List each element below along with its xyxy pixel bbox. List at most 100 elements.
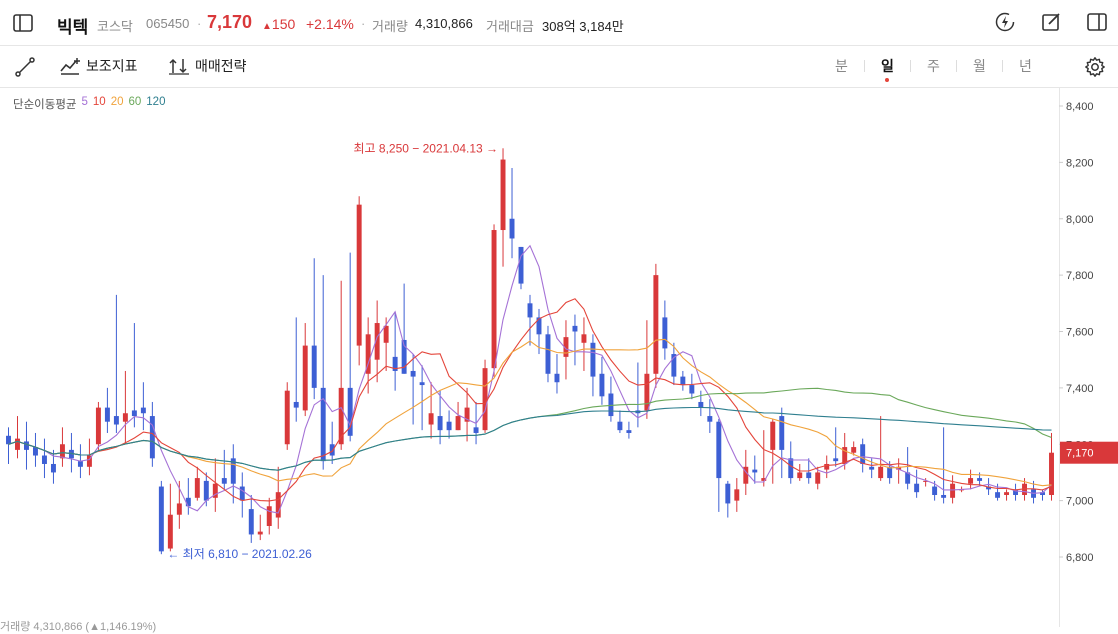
current-price-tag (1060, 441, 1118, 464)
strategy-button[interactable]: 매매전략 (168, 56, 247, 76)
candle-body (194, 478, 200, 498)
candle-body (833, 458, 839, 462)
candle-body (896, 466, 902, 470)
line-draw-icon[interactable] (14, 56, 36, 78)
candle-body (77, 461, 83, 467)
candle-body (50, 463, 56, 473)
tab-minute[interactable]: 분 (835, 58, 848, 74)
candle-body (815, 472, 821, 484)
candle-body (806, 472, 812, 479)
candle-body (311, 345, 317, 388)
ma-legend: 단순이동평균 5 10 20 60 120 (13, 96, 165, 112)
edit-icon[interactable] (1040, 11, 1062, 33)
y-tick-label: 8,400 (1066, 101, 1094, 113)
volume-pane-header: 거래량 4,310,866 (▲1,146.19%) (0, 621, 157, 633)
candle-body (392, 356, 398, 371)
candle-body (446, 421, 452, 431)
candle-body (1040, 492, 1045, 495)
tab-divider (910, 60, 911, 72)
candle-body (473, 427, 479, 433)
candle-body (6, 435, 11, 445)
indicator-chart-icon (60, 58, 80, 75)
volume-label: 거래량 (372, 19, 408, 34)
candle-body (851, 447, 857, 453)
candle-body (941, 494, 947, 498)
y-tick-label: 7,000 (1066, 496, 1094, 508)
y-tick-label: 6,800 (1066, 552, 1094, 564)
candle-body (509, 218, 515, 239)
ma-legend-title: 단순이동평균 (13, 99, 77, 111)
candle-body (527, 303, 533, 318)
candle-body (986, 486, 992, 490)
sidebar-icon[interactable] (12, 12, 34, 34)
y-tick-label: 7,400 (1066, 383, 1094, 395)
candle-body (302, 345, 308, 411)
candle-body (266, 506, 272, 526)
candle-body (797, 472, 803, 479)
strategy-label: 매매전략 (195, 58, 247, 74)
candle-body (320, 387, 326, 462)
candle-body (968, 478, 974, 484)
candle-body (104, 407, 110, 422)
candle-body (86, 455, 92, 467)
indicators-button[interactable]: 보조지표 (59, 56, 138, 76)
candle-body (239, 486, 245, 501)
tab-month[interactable]: 월 (973, 58, 986, 74)
candle-body (626, 430, 632, 433)
candle-body (914, 483, 920, 493)
candle-body (536, 317, 542, 335)
candle-body (698, 401, 704, 408)
separator-dot: · (197, 16, 202, 31)
tab-week[interactable]: 주 (927, 58, 940, 74)
candle-body (725, 483, 731, 504)
tab-year[interactable]: 년 (1019, 58, 1032, 74)
candle-body (878, 466, 884, 479)
candle-body (356, 204, 362, 346)
candle-body (545, 334, 551, 374)
market-label: 코스닥 (97, 19, 133, 34)
candle-body (140, 407, 146, 414)
candle-body (131, 410, 137, 417)
candle-body (1004, 492, 1010, 495)
candle-body (995, 492, 1001, 498)
ma-legend-5: 5 (81, 96, 88, 108)
current-price-label: 7,170 (1066, 448, 1094, 460)
lightning-icon[interactable] (994, 11, 1016, 33)
candle-body (734, 489, 740, 501)
candle-body (716, 421, 722, 479)
candle-body (770, 421, 776, 450)
candle-body (122, 413, 128, 422)
amount-value: 308억 3,184만 (542, 19, 624, 34)
tab-day[interactable]: 일 (865, 56, 910, 82)
candle-body (257, 531, 263, 535)
panel-icon[interactable] (1086, 11, 1108, 33)
candle-body (185, 497, 191, 507)
candle-body (59, 444, 65, 459)
gear-icon[interactable] (1084, 56, 1106, 78)
ma-legend-120: 120 (146, 96, 166, 108)
candlestick-chart[interactable]: 8,4008,2008,0007,8007,6007,4007,2007,000… (0, 88, 1118, 627)
y-tick-label: 8,000 (1066, 214, 1094, 226)
candle-body (824, 463, 830, 470)
candle-body (689, 385, 695, 394)
candle-body (347, 387, 353, 436)
candle-body (374, 323, 380, 360)
stock-name: 빅텍 (57, 18, 89, 37)
candle-body (923, 480, 929, 482)
candle-body (518, 246, 524, 284)
candle-body (761, 478, 767, 481)
candle-body (644, 373, 650, 411)
chart-toolbar: 보조지표 매매전략 분 일 주 월 년 (0, 46, 1118, 88)
y-tick-label: 8,200 (1066, 157, 1094, 169)
candle-body (653, 275, 659, 374)
candle-body (329, 444, 335, 456)
candle-body (887, 466, 893, 479)
ma-legend-20: 20 (110, 96, 124, 108)
candle-body (338, 387, 344, 445)
candle-body (572, 325, 578, 332)
candle-body (842, 447, 848, 464)
volume-value: 4,310,866 (415, 16, 473, 31)
candle-body (203, 480, 209, 501)
amount-label: 거래대금 (486, 19, 534, 34)
candle-body (860, 444, 866, 464)
